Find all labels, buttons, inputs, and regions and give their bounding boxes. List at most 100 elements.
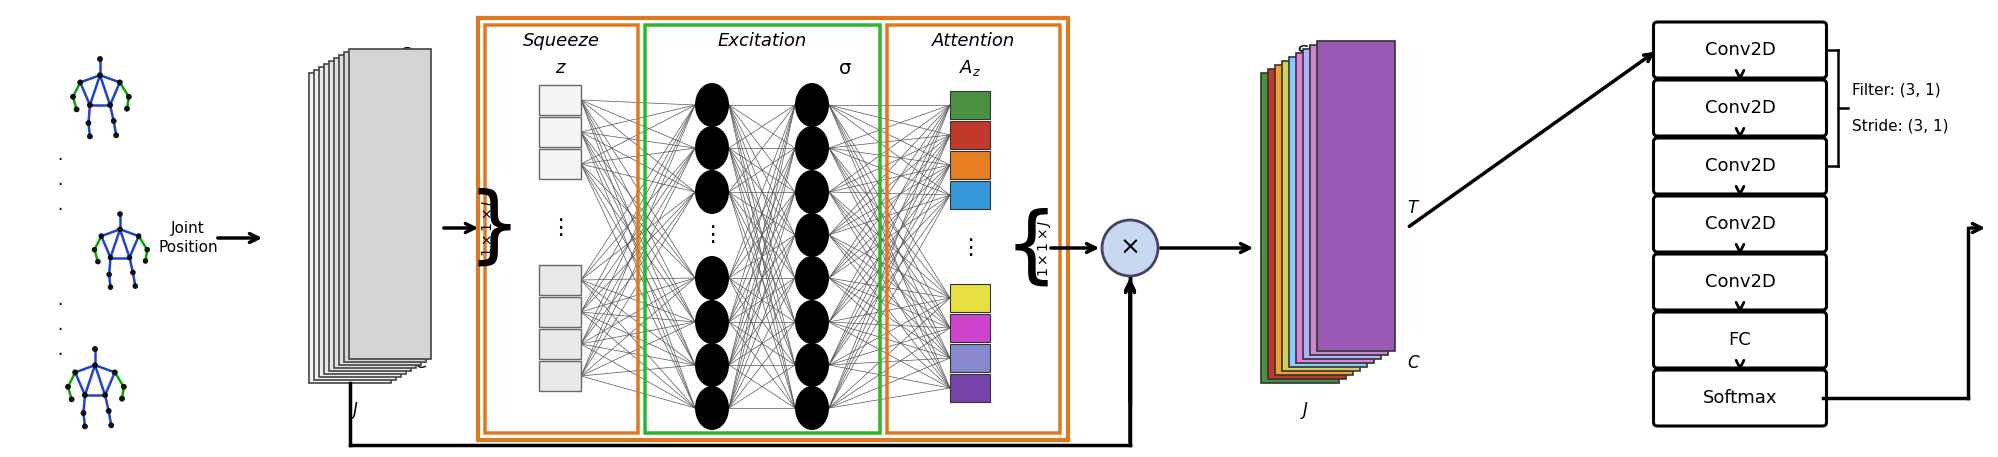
Circle shape [1103,220,1159,276]
Ellipse shape [795,83,829,127]
Bar [324,64,406,374]
FancyBboxPatch shape [1654,254,1826,310]
Text: Conv2D: Conv2D [1704,157,1776,175]
Circle shape [92,363,98,368]
Bar [1283,61,1361,371]
Ellipse shape [695,126,729,170]
Bar [949,151,989,179]
Text: S: S [400,46,412,64]
Bar [539,329,581,359]
Circle shape [108,423,114,428]
Bar [949,91,989,119]
Circle shape [108,285,112,289]
Circle shape [134,284,138,288]
Bar [344,52,426,362]
Text: ×: × [1119,236,1141,260]
Circle shape [92,346,98,351]
Text: FC: FC [1728,331,1752,349]
Circle shape [88,102,92,107]
Text: }: } [468,187,521,269]
Circle shape [100,234,104,239]
Text: Conv2D: Conv2D [1704,99,1776,117]
Bar [1317,41,1395,351]
Ellipse shape [795,300,829,344]
Ellipse shape [695,386,729,430]
Bar [949,284,989,312]
Circle shape [118,227,122,232]
Circle shape [122,384,126,389]
Circle shape [112,370,118,375]
Bar [949,314,989,342]
Ellipse shape [795,126,829,170]
Bar [539,85,581,115]
Circle shape [92,247,96,252]
Bar [350,49,432,359]
Bar [314,70,396,380]
Text: ·
·
·: · · · [58,296,62,364]
Text: J: J [1303,401,1307,419]
Text: $1\times1\times J$: $1\times1\times J$ [1037,219,1053,276]
Text: ⋮: ⋮ [801,248,823,268]
Circle shape [78,80,82,85]
Bar [1275,65,1353,375]
Circle shape [118,80,122,85]
Circle shape [106,409,112,414]
Circle shape [144,247,150,252]
Circle shape [98,57,102,62]
Circle shape [108,255,112,260]
Text: z: z [555,59,565,77]
Circle shape [66,384,70,389]
Bar [310,73,392,383]
Text: ⋮: ⋮ [959,238,981,258]
Text: ⋮: ⋮ [701,225,723,245]
Circle shape [102,393,108,398]
Ellipse shape [695,300,729,344]
FancyBboxPatch shape [1654,22,1826,78]
FancyBboxPatch shape [1654,370,1826,426]
Circle shape [70,397,74,402]
Circle shape [124,106,130,111]
FancyBboxPatch shape [1654,80,1826,136]
Ellipse shape [695,83,729,127]
Bar [1311,45,1389,355]
Text: Conv2D: Conv2D [1704,215,1776,233]
Circle shape [82,424,88,429]
Text: Softmax: Softmax [1702,389,1778,407]
Text: T: T [1407,199,1417,217]
Ellipse shape [695,256,729,300]
Bar [539,361,581,391]
FancyBboxPatch shape [1654,196,1826,252]
Bar [334,58,416,368]
Circle shape [130,270,136,275]
Circle shape [126,94,132,99]
Circle shape [106,272,112,277]
Circle shape [112,118,116,123]
Ellipse shape [795,213,829,257]
Ellipse shape [795,256,829,300]
Circle shape [128,255,132,260]
Circle shape [82,393,88,398]
Text: S': S' [1297,44,1313,62]
Text: J: J [352,401,358,419]
Circle shape [96,259,100,264]
Circle shape [86,121,92,126]
Bar [1289,57,1367,367]
Bar [949,181,989,209]
Text: $A_z$: $A_z$ [959,58,981,78]
Text: Attention: Attention [931,32,1015,50]
Bar [1261,73,1339,383]
Ellipse shape [795,343,829,387]
Text: Joint
Position: Joint Position [158,221,218,255]
Text: $1\times1\times J$: $1\times1\times J$ [480,199,498,257]
Circle shape [72,370,78,375]
Circle shape [144,259,148,263]
Bar [1297,53,1375,363]
Text: Conv2D: Conv2D [1704,41,1776,59]
Circle shape [136,234,142,239]
Circle shape [114,133,118,138]
Circle shape [98,73,102,78]
Bar [949,374,989,402]
Bar [320,67,402,377]
Bar [539,149,581,179]
Circle shape [88,134,92,139]
